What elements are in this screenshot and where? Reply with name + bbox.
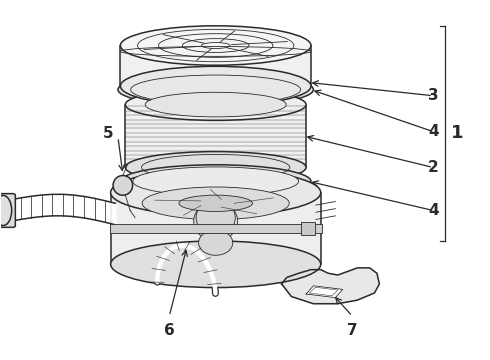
Ellipse shape xyxy=(125,152,306,183)
FancyBboxPatch shape xyxy=(110,224,322,233)
Ellipse shape xyxy=(194,202,238,241)
Ellipse shape xyxy=(179,195,252,211)
Text: 4: 4 xyxy=(428,124,439,139)
Ellipse shape xyxy=(0,195,12,226)
Ellipse shape xyxy=(131,75,301,104)
Ellipse shape xyxy=(198,230,233,255)
Ellipse shape xyxy=(118,73,314,107)
Polygon shape xyxy=(306,286,343,298)
Text: 5: 5 xyxy=(103,126,114,141)
Ellipse shape xyxy=(111,241,321,288)
FancyBboxPatch shape xyxy=(121,45,311,86)
Ellipse shape xyxy=(133,167,298,196)
Ellipse shape xyxy=(196,200,235,235)
Ellipse shape xyxy=(121,26,311,65)
Ellipse shape xyxy=(142,187,289,220)
Ellipse shape xyxy=(111,169,321,216)
Text: 6: 6 xyxy=(164,323,174,338)
Polygon shape xyxy=(282,268,379,304)
FancyBboxPatch shape xyxy=(301,222,315,235)
Text: 4: 4 xyxy=(428,203,439,218)
Ellipse shape xyxy=(125,89,306,120)
Text: 1: 1 xyxy=(451,124,464,142)
Ellipse shape xyxy=(113,175,133,195)
Text: 3: 3 xyxy=(428,88,439,103)
Ellipse shape xyxy=(121,66,311,106)
Ellipse shape xyxy=(145,92,286,117)
FancyBboxPatch shape xyxy=(111,193,321,264)
Text: 7: 7 xyxy=(347,323,358,338)
FancyBboxPatch shape xyxy=(0,194,15,227)
FancyBboxPatch shape xyxy=(125,105,306,167)
Text: 2: 2 xyxy=(428,160,439,175)
Ellipse shape xyxy=(121,165,311,198)
